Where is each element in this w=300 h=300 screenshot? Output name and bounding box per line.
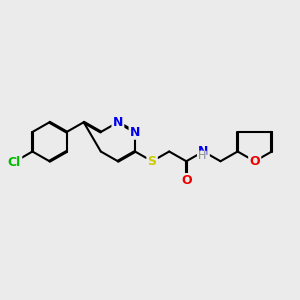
Text: Cl: Cl bbox=[8, 155, 21, 169]
Text: N: N bbox=[113, 116, 123, 129]
Text: O: O bbox=[181, 174, 192, 187]
Text: S: S bbox=[148, 155, 157, 168]
Text: O: O bbox=[249, 155, 260, 168]
Text: H: H bbox=[198, 151, 206, 161]
Text: N: N bbox=[198, 145, 208, 158]
Text: N: N bbox=[130, 125, 140, 139]
